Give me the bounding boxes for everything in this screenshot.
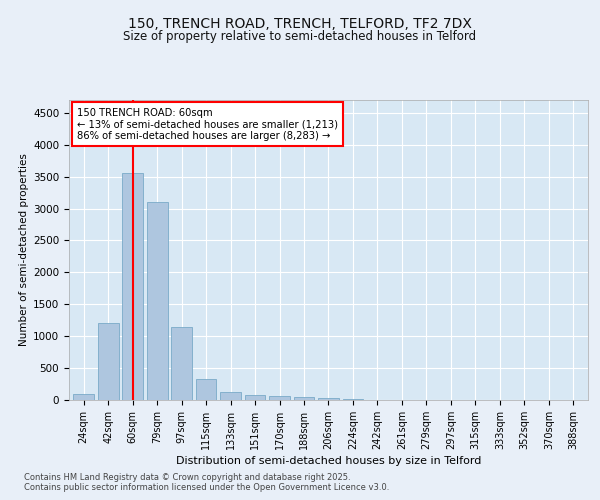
- Y-axis label: Number of semi-detached properties: Number of semi-detached properties: [19, 154, 29, 346]
- Bar: [73, 394, 94, 400]
- Bar: [98, 324, 119, 400]
- Bar: [245, 395, 265, 400]
- X-axis label: Distribution of semi-detached houses by size in Telford: Distribution of semi-detached houses by …: [176, 456, 481, 466]
- Bar: [318, 398, 339, 400]
- Text: Contains HM Land Registry data © Crown copyright and database right 2025.: Contains HM Land Registry data © Crown c…: [24, 472, 350, 482]
- Text: Size of property relative to semi-detached houses in Telford: Size of property relative to semi-detach…: [124, 30, 476, 43]
- Text: 150, TRENCH ROAD, TRENCH, TELFORD, TF2 7DX: 150, TRENCH ROAD, TRENCH, TELFORD, TF2 7…: [128, 18, 472, 32]
- Bar: [269, 396, 290, 400]
- Text: Contains public sector information licensed under the Open Government Licence v3: Contains public sector information licen…: [24, 484, 389, 492]
- Bar: [122, 174, 143, 400]
- Bar: [196, 379, 217, 400]
- Bar: [293, 397, 314, 400]
- Bar: [171, 326, 192, 400]
- Bar: [147, 202, 167, 400]
- Bar: [220, 392, 241, 400]
- Text: 150 TRENCH ROAD: 60sqm
← 13% of semi-detached houses are smaller (1,213)
86% of : 150 TRENCH ROAD: 60sqm ← 13% of semi-det…: [77, 108, 338, 140]
